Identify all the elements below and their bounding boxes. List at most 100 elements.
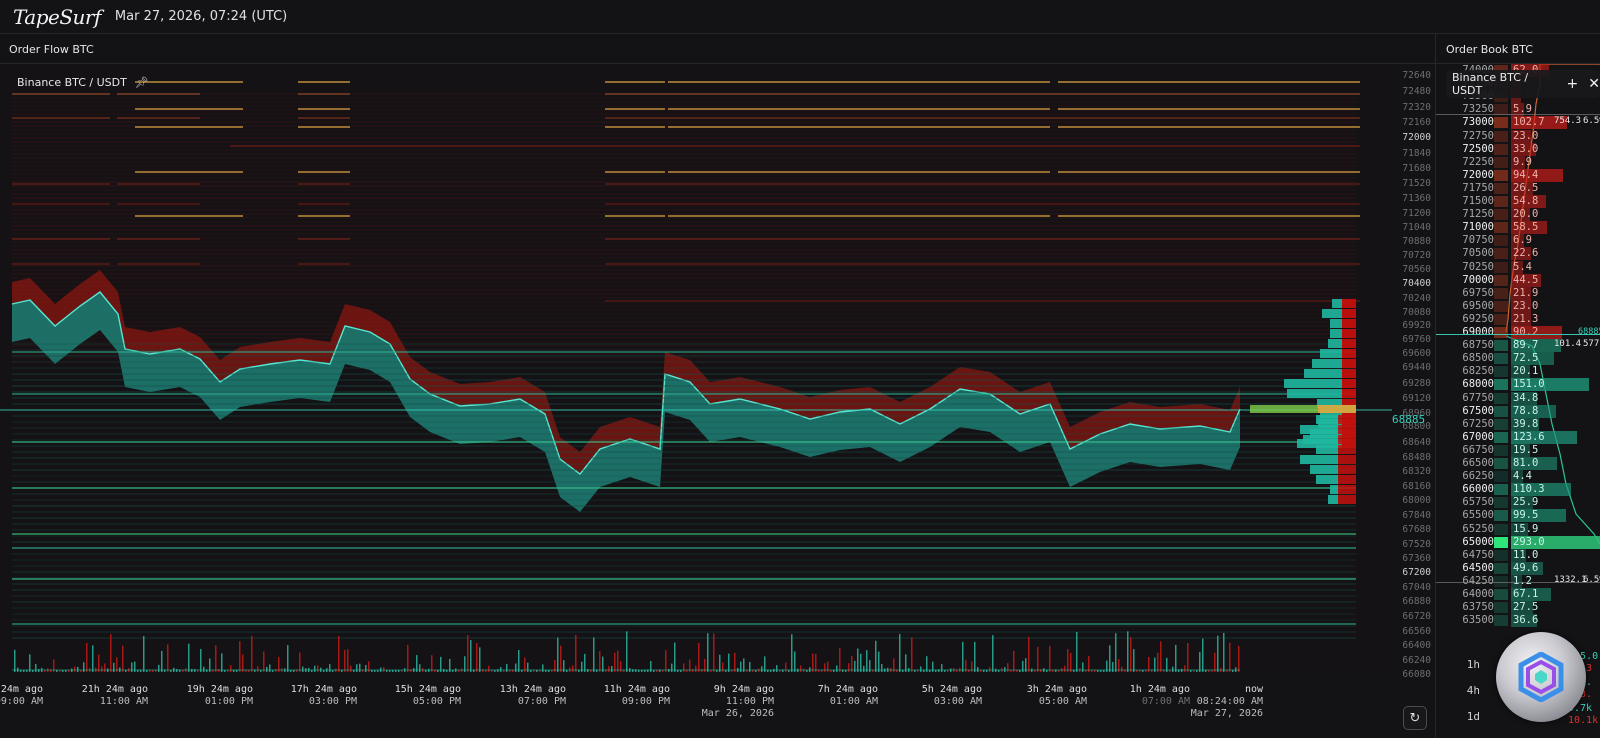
level-size-bar xyxy=(1511,365,1531,379)
cumulative-pct: 6.5% xyxy=(1583,116,1600,127)
bid-level-row[interactable]: 63750 27.5 xyxy=(1436,601,1600,615)
ask-level-row[interactable]: 71000 58.5 xyxy=(1436,221,1600,235)
ask-level-row[interactable]: 70500 22.6 xyxy=(1436,247,1600,261)
level-size: 23.0 xyxy=(1513,129,1539,142)
ask-level-row[interactable]: 70250 5.4 xyxy=(1436,260,1600,274)
timeframe-label[interactable]: 4h xyxy=(1466,684,1480,697)
ask-level-row[interactable]: 70000 44.5 xyxy=(1436,273,1600,287)
ask-level-row[interactable]: 73250 5.9 xyxy=(1436,103,1600,117)
ask-level-row[interactable]: 71500 54.8 xyxy=(1436,195,1600,208)
price-tick: 68000 xyxy=(1402,495,1431,506)
bid-level-row[interactable]: 65250 15.9 xyxy=(1436,522,1600,536)
level-size: 44.5 xyxy=(1513,273,1539,286)
time-tick: 1h 24m ago 07:00 AM xyxy=(1080,684,1190,708)
level-size-bar xyxy=(1511,286,1531,300)
add-icon[interactable]: + xyxy=(1566,76,1579,92)
bid-level-row[interactable]: 66000 110.3 xyxy=(1436,483,1600,497)
level-heat-cell xyxy=(1494,484,1508,496)
price-tick: 68800 xyxy=(1402,421,1431,432)
current-datetime: Mar 27, 2026, 07:24 (UTC) xyxy=(114,9,288,24)
app-logo[interactable]: TapeSurf xyxy=(13,4,101,29)
level-size-bar xyxy=(1511,208,1530,222)
level-price: 70500 xyxy=(1462,247,1494,260)
level-heat-cell xyxy=(1494,549,1508,561)
level-price: 65500 xyxy=(1462,509,1494,522)
ask-level-row[interactable]: 70750 6.9 xyxy=(1436,234,1600,248)
price-tick: 67040 xyxy=(1402,582,1431,593)
cumulative-size: 1332.1 xyxy=(1554,574,1587,585)
level-size-bar xyxy=(1511,299,1532,313)
close-icon[interactable]: ✕ xyxy=(1588,76,1600,92)
timeframe-buy-volume: 265.0 xyxy=(1568,651,1599,662)
level-price: 66000 xyxy=(1462,483,1494,496)
ask-level-row[interactable]: 69250 21.3 xyxy=(1436,312,1600,326)
refresh-icon: ↻ xyxy=(1409,710,1421,726)
ask-level-row[interactable]: 69000 90.2 xyxy=(1436,326,1600,339)
ask-level-row[interactable]: 69500 23.0 xyxy=(1436,299,1600,313)
level-size: 4.4 xyxy=(1513,470,1532,483)
level-size-bar xyxy=(1511,195,1546,208)
level-price: 71750 xyxy=(1462,181,1494,194)
level-size: 22.6 xyxy=(1513,247,1539,260)
order-book-ladder[interactable]: 7400062.07375073500732505.973000102.7754… xyxy=(1436,64,1600,664)
time-ago-label: 17h 24m ago xyxy=(290,684,357,695)
bid-level-row[interactable]: 68000 151.0 xyxy=(1436,378,1600,392)
bid-level-row[interactable]: 64500 49.6 xyxy=(1436,561,1600,575)
ask-level-row[interactable]: 72750 23.0 xyxy=(1436,129,1600,143)
bid-level-row[interactable]: 68500 72.5 xyxy=(1436,352,1600,366)
level-heat-cell xyxy=(1494,523,1508,535)
level-size: 27.5 xyxy=(1513,601,1539,614)
clock-time-label: 05:00 AM xyxy=(1038,696,1087,707)
price-axis[interactable]: 72640 72480 72320 72160 72000 71840 71680 71520… xyxy=(1392,64,1435,684)
bid-level-row[interactable]: 67250 39.8 xyxy=(1436,417,1600,431)
level-heat-cell xyxy=(1494,458,1508,469)
reset-view-button[interactable]: ↻ xyxy=(1403,706,1427,730)
bid-level-row[interactable]: 65500 99.5 xyxy=(1436,509,1600,523)
clock-time-label: 01:00 PM xyxy=(204,696,253,707)
coin-hexagon-icon xyxy=(1518,652,1564,702)
clock-time-label: 05:00 PM xyxy=(412,696,461,707)
level-size: 67.1 xyxy=(1513,588,1539,600)
pin-icon[interactable]: 📌︎ xyxy=(134,76,149,89)
ask-level-row[interactable]: 72250 9.9 xyxy=(1436,155,1600,169)
ask-level-row[interactable]: 72500 33.0 xyxy=(1436,142,1600,156)
heatmap-canvas[interactable] xyxy=(0,64,1392,674)
bid-level-row[interactable]: 65750 25.9 xyxy=(1436,496,1600,510)
level-size-bar xyxy=(1511,496,1533,510)
level-size: 21.3 xyxy=(1513,312,1539,325)
price-tick: 68640 xyxy=(1402,437,1431,448)
price-tick: 69920 xyxy=(1402,320,1431,331)
level-heat-cell xyxy=(1494,169,1508,181)
bid-level-row[interactable]: 67000 123.6 xyxy=(1436,430,1600,444)
bid-level-row[interactable]: 64250 1.2 1332.16.5% xyxy=(1436,574,1600,588)
bid-level-row[interactable]: 64000 67.1 xyxy=(1436,588,1600,601)
bid-level-row[interactable]: 66250 4.4 xyxy=(1436,470,1600,484)
level-size: 11.0 xyxy=(1513,548,1539,561)
level-heat-cell xyxy=(1494,379,1508,391)
level-price: 72000 xyxy=(1462,168,1494,181)
bid-level-row[interactable]: 67750 34.8 xyxy=(1436,391,1600,405)
timeframe-label[interactable]: 1h xyxy=(1466,658,1480,671)
bid-level-row[interactable]: 66750 19.5 xyxy=(1436,443,1600,457)
bid-level-row[interactable]: 63500 36.6 xyxy=(1436,614,1600,628)
ask-level-row[interactable]: 71250 20.0 xyxy=(1436,208,1600,222)
order-book-mid-price: 68885 xyxy=(1578,327,1600,337)
ask-level-row[interactable]: 71750 26.5 xyxy=(1436,181,1600,195)
time-ago-label: 1h 24m ago xyxy=(1129,684,1190,695)
bid-level-row[interactable]: 64750 11.0 xyxy=(1436,548,1600,562)
timeframe-label[interactable]: 1d xyxy=(1466,710,1480,723)
bid-level-row[interactable]: 67500 78.8 xyxy=(1436,404,1600,418)
ask-level-row[interactable]: 69750 21.9 xyxy=(1436,286,1600,300)
bid-level-row[interactable]: 68250 20.1 xyxy=(1436,365,1600,379)
level-size: 23.0 xyxy=(1513,299,1539,312)
ask-level-row[interactable]: 72000 94.4 xyxy=(1436,168,1600,182)
level-size-bar xyxy=(1511,391,1537,405)
bid-level-row[interactable]: 65000 293.0 xyxy=(1436,535,1600,549)
panel-divider[interactable] xyxy=(1435,34,1436,738)
level-size-bar xyxy=(1511,430,1577,444)
order-flow-heatmap[interactable]: Binance BTC / USDT 📌︎ xyxy=(0,64,1392,674)
ask-level-row[interactable]: 73000 102.7 754.36.5% xyxy=(1436,116,1600,130)
bid-level-row[interactable]: 66500 81.0 xyxy=(1436,457,1600,470)
